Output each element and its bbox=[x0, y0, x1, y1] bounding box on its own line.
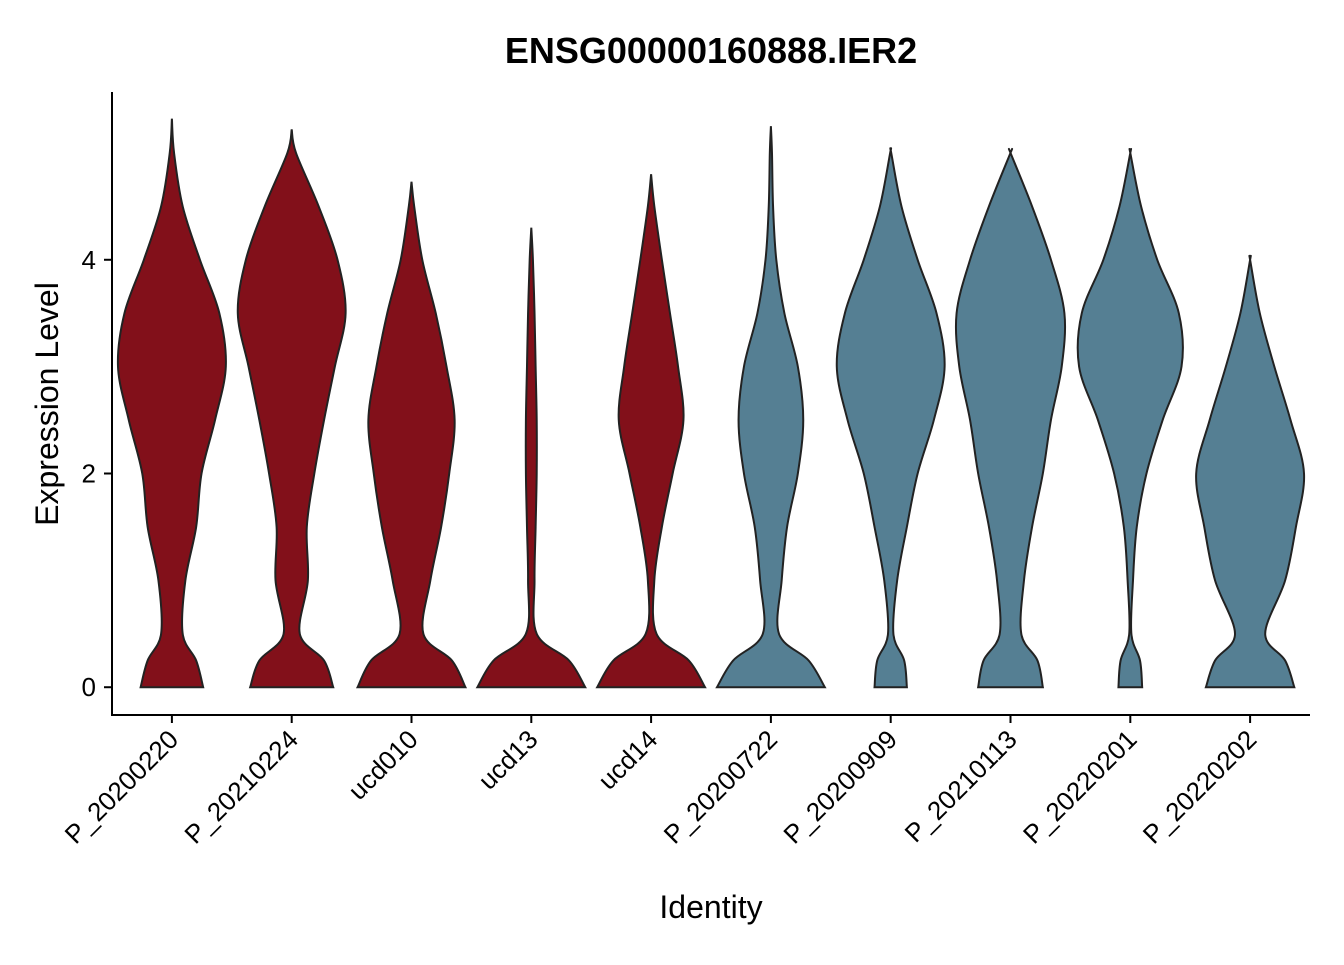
x-tick-label: P_20200909 bbox=[777, 724, 903, 850]
chart-title: ENSG00000160888.IER2 bbox=[505, 30, 917, 71]
x-tick-label: P_20200220 bbox=[59, 724, 185, 850]
x-tick-label: ucd13 bbox=[472, 724, 543, 795]
x-tick-label: P_20210224 bbox=[178, 724, 304, 850]
y-tick-label: 0 bbox=[82, 672, 96, 702]
violin bbox=[236, 129, 347, 689]
violin bbox=[355, 181, 468, 689]
x-axis-label: Identity bbox=[659, 889, 762, 925]
y-tick-label: 4 bbox=[82, 245, 96, 275]
violin bbox=[1076, 147, 1184, 689]
x-tick-label: P_20200722 bbox=[658, 724, 784, 850]
violin bbox=[715, 126, 827, 689]
x-tick-label: ucd010 bbox=[342, 724, 424, 806]
x-tick-label: ucd14 bbox=[592, 724, 663, 795]
x-tick-label: P_20210113 bbox=[899, 724, 1023, 848]
violin bbox=[475, 227, 587, 689]
violin bbox=[954, 147, 1067, 689]
violin bbox=[835, 147, 946, 689]
x-tick-label: P_20220202 bbox=[1137, 724, 1263, 850]
y-axis-label: Expression Level bbox=[29, 282, 65, 526]
x-tick-label: P_20220201 bbox=[1017, 724, 1143, 850]
violin bbox=[116, 118, 227, 689]
y-tick-label: 2 bbox=[82, 458, 96, 488]
violin bbox=[595, 174, 707, 689]
violin bbox=[1195, 254, 1306, 689]
